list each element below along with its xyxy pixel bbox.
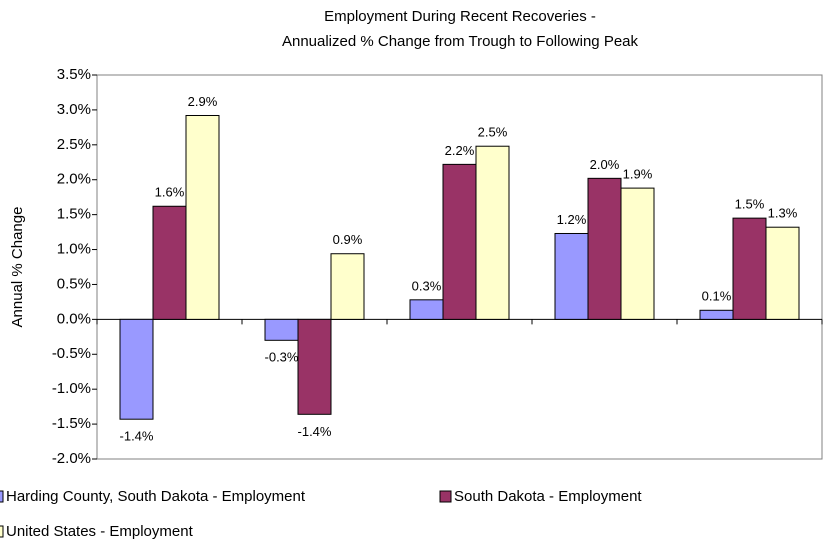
bar: [732, 217, 767, 320]
data-label: 1.3%: [768, 206, 798, 221]
y-tick-label: -2.0%: [52, 450, 91, 467]
legend-swatch: [0, 490, 4, 503]
bar: [297, 318, 332, 415]
y-tick-label: 0.0%: [57, 310, 91, 327]
data-label: -1.4%: [298, 424, 332, 439]
data-label: 2.2%: [445, 143, 475, 158]
bar: [185, 114, 220, 320]
y-tick-label: 0.5%: [57, 275, 91, 292]
bar: [620, 187, 655, 320]
bar: [587, 177, 622, 320]
y-tick-label: 3.0%: [57, 101, 91, 118]
data-label: 2.0%: [590, 157, 620, 172]
y-tick-label: 1.0%: [57, 241, 91, 258]
y-axis-label: Annual % Change: [9, 207, 26, 328]
legend-label: South Dakota - Employment: [454, 488, 642, 505]
chart-title: Annualized % Change from Trough to Follo…: [282, 33, 639, 50]
bar: [442, 163, 477, 320]
y-tick-label: -1.0%: [52, 380, 91, 397]
y-tick-label: 3.5%: [57, 66, 91, 83]
bar: [409, 299, 444, 320]
bar: [765, 226, 800, 320]
data-label: 2.9%: [188, 94, 218, 109]
data-label: 2.5%: [478, 125, 508, 140]
bar: [554, 232, 589, 320]
data-label: 0.9%: [333, 232, 363, 247]
data-label: 0.1%: [702, 289, 732, 304]
bar: [152, 205, 187, 320]
y-tick-label: 2.5%: [57, 136, 91, 153]
data-label: -1.4%: [120, 429, 154, 444]
chart-title: Employment During Recent Recoveries -: [324, 8, 596, 25]
y-tick-label: -1.5%: [52, 415, 91, 432]
bar: [699, 309, 734, 320]
bar: [119, 318, 154, 420]
legend-swatch: [439, 490, 452, 503]
bar: [330, 253, 365, 320]
plot-area: [96, 74, 823, 460]
bar: [264, 318, 299, 341]
legend-label: United States - Employment: [6, 523, 194, 540]
data-label: 1.6%: [155, 185, 185, 200]
y-tick-label: 2.0%: [57, 171, 91, 188]
y-tick-label: 1.5%: [57, 206, 91, 223]
legend-label: Harding County, South Dakota - Employmen…: [6, 488, 306, 505]
data-label: 1.2%: [557, 212, 587, 227]
data-label: 1.5%: [735, 197, 765, 212]
bar: [475, 145, 510, 320]
legend-swatch: [0, 525, 4, 538]
y-tick-label: -0.5%: [52, 345, 91, 362]
data-label: 0.3%: [412, 278, 442, 293]
data-label: -0.3%: [265, 350, 299, 365]
data-label: 1.9%: [623, 167, 653, 182]
